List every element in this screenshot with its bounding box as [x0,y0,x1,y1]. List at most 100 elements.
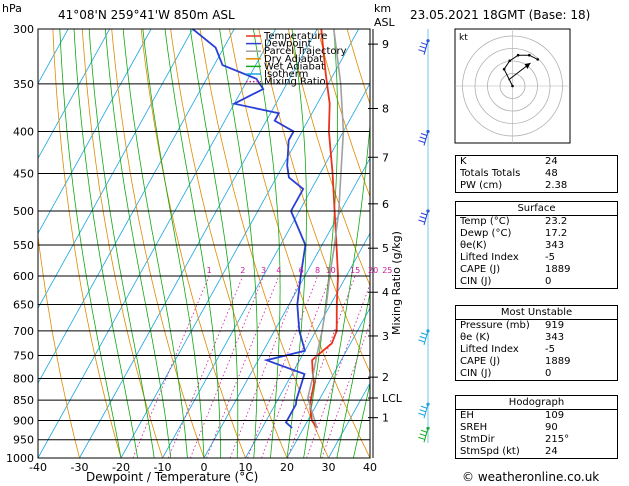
wet-adiabat-line [59,29,122,458]
pressure-tick-label: 650 [13,299,34,312]
pressure-tick-label: 450 [13,167,34,180]
row-label: Dewp (°C) [460,228,512,239]
temperature-tick-label: -40 [29,461,47,474]
legend-label: Isotherm [264,69,308,80]
index-label: PW (cm) [460,180,503,191]
row-label: CIN (J) [460,368,492,379]
km-tick-label: 3 [382,330,389,343]
row-value: 1889 [545,264,571,275]
wind-barb-staff [423,330,429,346]
row-value: 343 [545,240,565,251]
temperature-tick-label: 30 [322,461,336,474]
mixing-ratio-label: 4 [276,266,281,275]
sounding-datetime: 23.05.2021 18GMT (Base: 18) [410,8,591,22]
row-value: 90 [545,422,558,433]
table-row: θe(K) 343 [456,240,617,252]
mixing-ratio-line [306,283,370,458]
legend-label: Mixing Ratio [264,77,326,88]
index-value: 48 [545,168,558,179]
temperature-tick-label: 20 [280,461,294,474]
wind-barb-flag [418,339,425,343]
wind-barb-flag [419,433,426,437]
row-label: Lifted Index [460,252,519,263]
dry-adiabat-line [38,233,80,458]
row-value: 919 [545,320,565,331]
table-row: θe (K) 343 [456,332,617,344]
table-row: Lifted Index -5 [456,344,617,356]
wind-barb-flag [420,405,428,409]
wind-barb-staff [423,40,429,55]
surface-rows: Temp (°C) 23.2 Dewp (°C) 17.2 θe(K) 343 Lifted… [456,215,617,288]
wind-barb-flag [418,412,425,416]
km-tick-label: LCL [382,392,403,405]
mixing-ratio-line [206,275,280,458]
row-label: θe (K) [460,332,490,343]
wind-barb-flag [419,216,426,219]
row-value: -5 [545,344,555,355]
hodograph-trace [503,54,538,87]
index-row-pw: PW (cm) 2.38 [456,180,617,192]
row-value: 0 [545,276,552,287]
km-tick-label: 6 [382,198,389,211]
row-label: CIN (J) [460,276,492,287]
index-label: K [460,156,467,167]
pressure-tick-label: 1000 [6,452,34,465]
km-tick-label: 8 [382,103,389,116]
dry-adiabat-line [199,29,329,458]
wet-adiabat-line [164,29,221,458]
mixing-ratio-label: 1 [207,266,212,275]
surface-table: Surface Temp (°C) 23.2 Dewp (°C) 17.2 θe(K) 3… [455,201,618,289]
hodograph-table: Hodograph EH 109 SREH 90 StmDir 215° StmSpd (k… [455,395,618,459]
row-label: Pressure (mb) [460,320,530,331]
row-label: θe(K) [460,240,487,251]
pressure-tick-label: 550 [13,239,34,252]
mixing-ratio-line [190,275,264,458]
temperature-tick-label: -20 [112,461,130,474]
wind-barb-flag [418,49,425,53]
temperature-tick-label: -30 [71,461,89,474]
table-row: EH 109 [456,410,617,422]
temperature-tick-label: -10 [154,461,172,474]
km-tick-label: 7 [382,151,389,164]
wet-adiabat-line [353,381,370,458]
pressure-tick-label: 350 [13,78,34,91]
pressure-tick-label: 900 [13,414,34,427]
mixing-ratio-label: 10 [326,266,336,275]
row-label: StmDir [460,434,495,445]
pressure-tick-label: 950 [13,434,34,447]
row-value: 215° [545,434,570,445]
index-label: Totals Totals [460,168,521,179]
row-value: 109 [545,410,565,421]
row-value: 0 [545,368,552,379]
most-unstable-table: Most Unstable Pressure (mb) 919 θe (K) 343 L… [455,305,618,381]
mixing-ratio-line [261,275,332,458]
mixing-ratio-label: 25 [382,266,392,275]
table-row: Pressure (mb) 919 [456,320,617,332]
mixing-ratio-label: 6 [299,266,304,275]
index-value: 2.38 [545,180,568,191]
isotherm-line [38,29,111,160]
km-tick-label: 4 [382,286,389,299]
hodograph-point [508,59,512,63]
mixing-ratio-label: 2 [240,266,245,275]
km-label: km [374,2,392,15]
hodograph-rows: EH 109 SREH 90 StmDir 215° StmSpd (kt) 24 [456,409,617,458]
table-row: CIN (J) 0 [456,276,617,288]
wind-barb-flag [418,219,425,223]
row-value: 17.2 [545,228,568,239]
pressure-tick-label: 800 [13,372,34,385]
km-tick-label: 5 [382,242,389,255]
table-row: CAPE (J) 1889 [456,264,617,276]
row-label: Lifted Index [460,344,519,355]
row-value: -5 [545,252,555,263]
hodograph-point [536,58,539,61]
mixing-ratio-line [132,275,210,458]
mixing-ratio-line [168,275,244,458]
wind-barb-flag [420,332,428,336]
legend-label: Temperature [263,31,327,42]
row-label: CAPE (J) [460,264,501,275]
surface-title: Surface [517,203,556,214]
wind-barb-flag [419,136,426,140]
row-label: EH [460,410,474,421]
